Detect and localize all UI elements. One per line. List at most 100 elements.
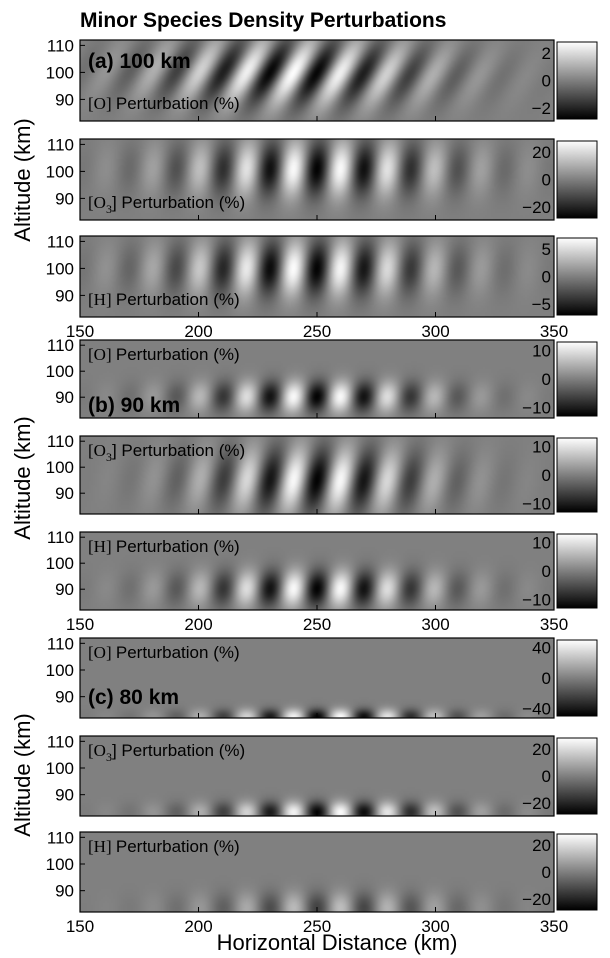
- group-label: (b) 90 km: [88, 394, 180, 417]
- colorbar-image: [557, 534, 597, 608]
- heatmap-image: [80, 436, 554, 514]
- colorbar-tick-label: 5: [542, 240, 551, 259]
- x-tick-label: 300: [421, 917, 449, 936]
- colorbar-tick-label: 2: [542, 44, 551, 63]
- group-label: (a) 100 km: [88, 50, 191, 73]
- colorbar-frame: [556, 140, 598, 219]
- colorbar-frame: [556, 341, 598, 417]
- species-label: [O] Perturbation (%): [88, 94, 240, 113]
- y-tick-label: 90: [55, 786, 74, 805]
- x-tick-label: 250: [303, 615, 331, 634]
- colorbar-frame: [556, 533, 598, 609]
- x-tick-label: 200: [184, 615, 212, 634]
- colorbar-frame: [556, 437, 598, 513]
- colorbar-tick-label: −2: [532, 99, 551, 118]
- x-tick-label: 150: [66, 615, 94, 634]
- colorbar-image: [557, 738, 597, 814]
- heatmap-image: [80, 40, 554, 121]
- colorbar-tick-label: 10: [532, 342, 551, 361]
- x-tick-label: 350: [540, 917, 568, 936]
- panel: 20 0 −20 110 100 90 [O3] Perturbation (%): [46, 135, 598, 221]
- y-axis-label: Altitude (km): [10, 713, 35, 836]
- colorbar-tick-label: 40: [532, 639, 551, 658]
- colorbar-tick-label: 10: [532, 438, 551, 457]
- y-tick-label: 100: [46, 259, 74, 278]
- colorbar-tick-label: 0: [542, 72, 551, 91]
- y-tick-label: 90: [55, 580, 74, 599]
- species-label: [H] Perturbation (%): [88, 837, 240, 856]
- colorbar-tick-label: −5: [532, 295, 551, 314]
- y-tick-label: 110: [47, 36, 74, 55]
- chart-title: Minor Species Density Perturbations: [80, 9, 446, 32]
- y-tick-label: 100: [46, 63, 74, 82]
- heatmap-image: [80, 832, 554, 912]
- y-tick-label: 110: [47, 528, 74, 547]
- y-tick-label: 90: [55, 286, 74, 305]
- colorbar-image: [557, 834, 597, 910]
- heatmap-image: [80, 236, 554, 317]
- y-tick-label: 100: [46, 458, 74, 477]
- panel: 20 0 −20 110 100 90 [H] Perturbation (%): [46, 828, 598, 913]
- colorbar-frame: [556, 639, 598, 717]
- panel: 5 0 −5 110 100 90 [H] Perturbation (%): [46, 232, 598, 318]
- species-label: [H] Perturbation (%): [88, 290, 240, 309]
- colorbar-tick-label: 0: [542, 370, 551, 389]
- x-tick-label: 250: [303, 322, 331, 341]
- heatmap-image: [80, 340, 554, 418]
- colorbar-frame: [556, 237, 598, 316]
- colorbar-image: [557, 238, 597, 315]
- y-tick-label: 90: [55, 882, 74, 901]
- colorbar-tick-label: 20: [532, 143, 551, 162]
- colorbar-frame: [556, 737, 598, 815]
- colorbar-tick-label: 0: [542, 171, 551, 190]
- y-tick-label: 90: [55, 90, 74, 109]
- species-label: [O3] Perturbation (%): [88, 741, 245, 764]
- y-axis-label: Altitude (km): [10, 416, 35, 539]
- colorbar-tick-label: −40: [522, 699, 551, 718]
- y-tick-label: 100: [46, 162, 74, 181]
- panel: 20 0 −20 110 100 90 [O3] Perturbation (%): [46, 732, 598, 817]
- y-axis-label: Altitude (km): [10, 118, 35, 241]
- colorbar-tick-label: 0: [542, 466, 551, 485]
- colorbar-tick-label: 20: [532, 836, 551, 855]
- y-tick-label: 100: [46, 661, 74, 680]
- heatmap-image: [80, 532, 554, 610]
- x-axis-label: Horizontal Distance (km): [217, 930, 458, 955]
- y-tick-label: 110: [47, 232, 74, 251]
- y-tick-label: 100: [46, 362, 74, 381]
- panel: 2 0 −2 110 100 90 [O] Perturbation (%): [46, 36, 598, 122]
- colorbar-image: [557, 342, 597, 416]
- species-label: [O] Perturbation (%): [88, 643, 240, 662]
- x-tick-label: 350: [540, 322, 568, 341]
- colorbar-tick-label: 0: [542, 767, 551, 786]
- colorbar-tick-label: 10: [532, 534, 551, 553]
- colorbar-tick-label: −20: [522, 198, 551, 217]
- y-tick-label: 100: [46, 759, 74, 778]
- colorbar-tick-label: −10: [522, 590, 551, 609]
- y-tick-label: 90: [55, 388, 74, 407]
- panel: 40 0 −40 110 100 90 [O] Perturbation (%): [46, 634, 598, 719]
- colorbar-frame: [556, 833, 598, 911]
- colorbar-image: [557, 438, 597, 512]
- species-label: [O3] Perturbation (%): [88, 441, 245, 464]
- species-label: [H] Perturbation (%): [88, 537, 240, 556]
- species-label: [O] Perturbation (%): [88, 345, 240, 364]
- colorbar-tick-label: 0: [542, 863, 551, 882]
- x-tick-label: 200: [184, 917, 212, 936]
- colorbar-tick-label: −20: [522, 890, 551, 909]
- x-tick-label: 300: [421, 322, 449, 341]
- colorbar-image: [557, 141, 597, 218]
- heatmap-image: [80, 139, 554, 220]
- colorbar-tick-label: −10: [522, 494, 551, 513]
- x-tick-label: 350: [540, 615, 568, 634]
- colorbar-tick-label: 0: [542, 669, 551, 688]
- heatmap-image: [80, 638, 554, 718]
- y-tick-label: 110: [47, 828, 74, 847]
- colorbar-image: [557, 640, 597, 716]
- y-tick-label: 100: [46, 855, 74, 874]
- y-tick-label: 90: [55, 189, 74, 208]
